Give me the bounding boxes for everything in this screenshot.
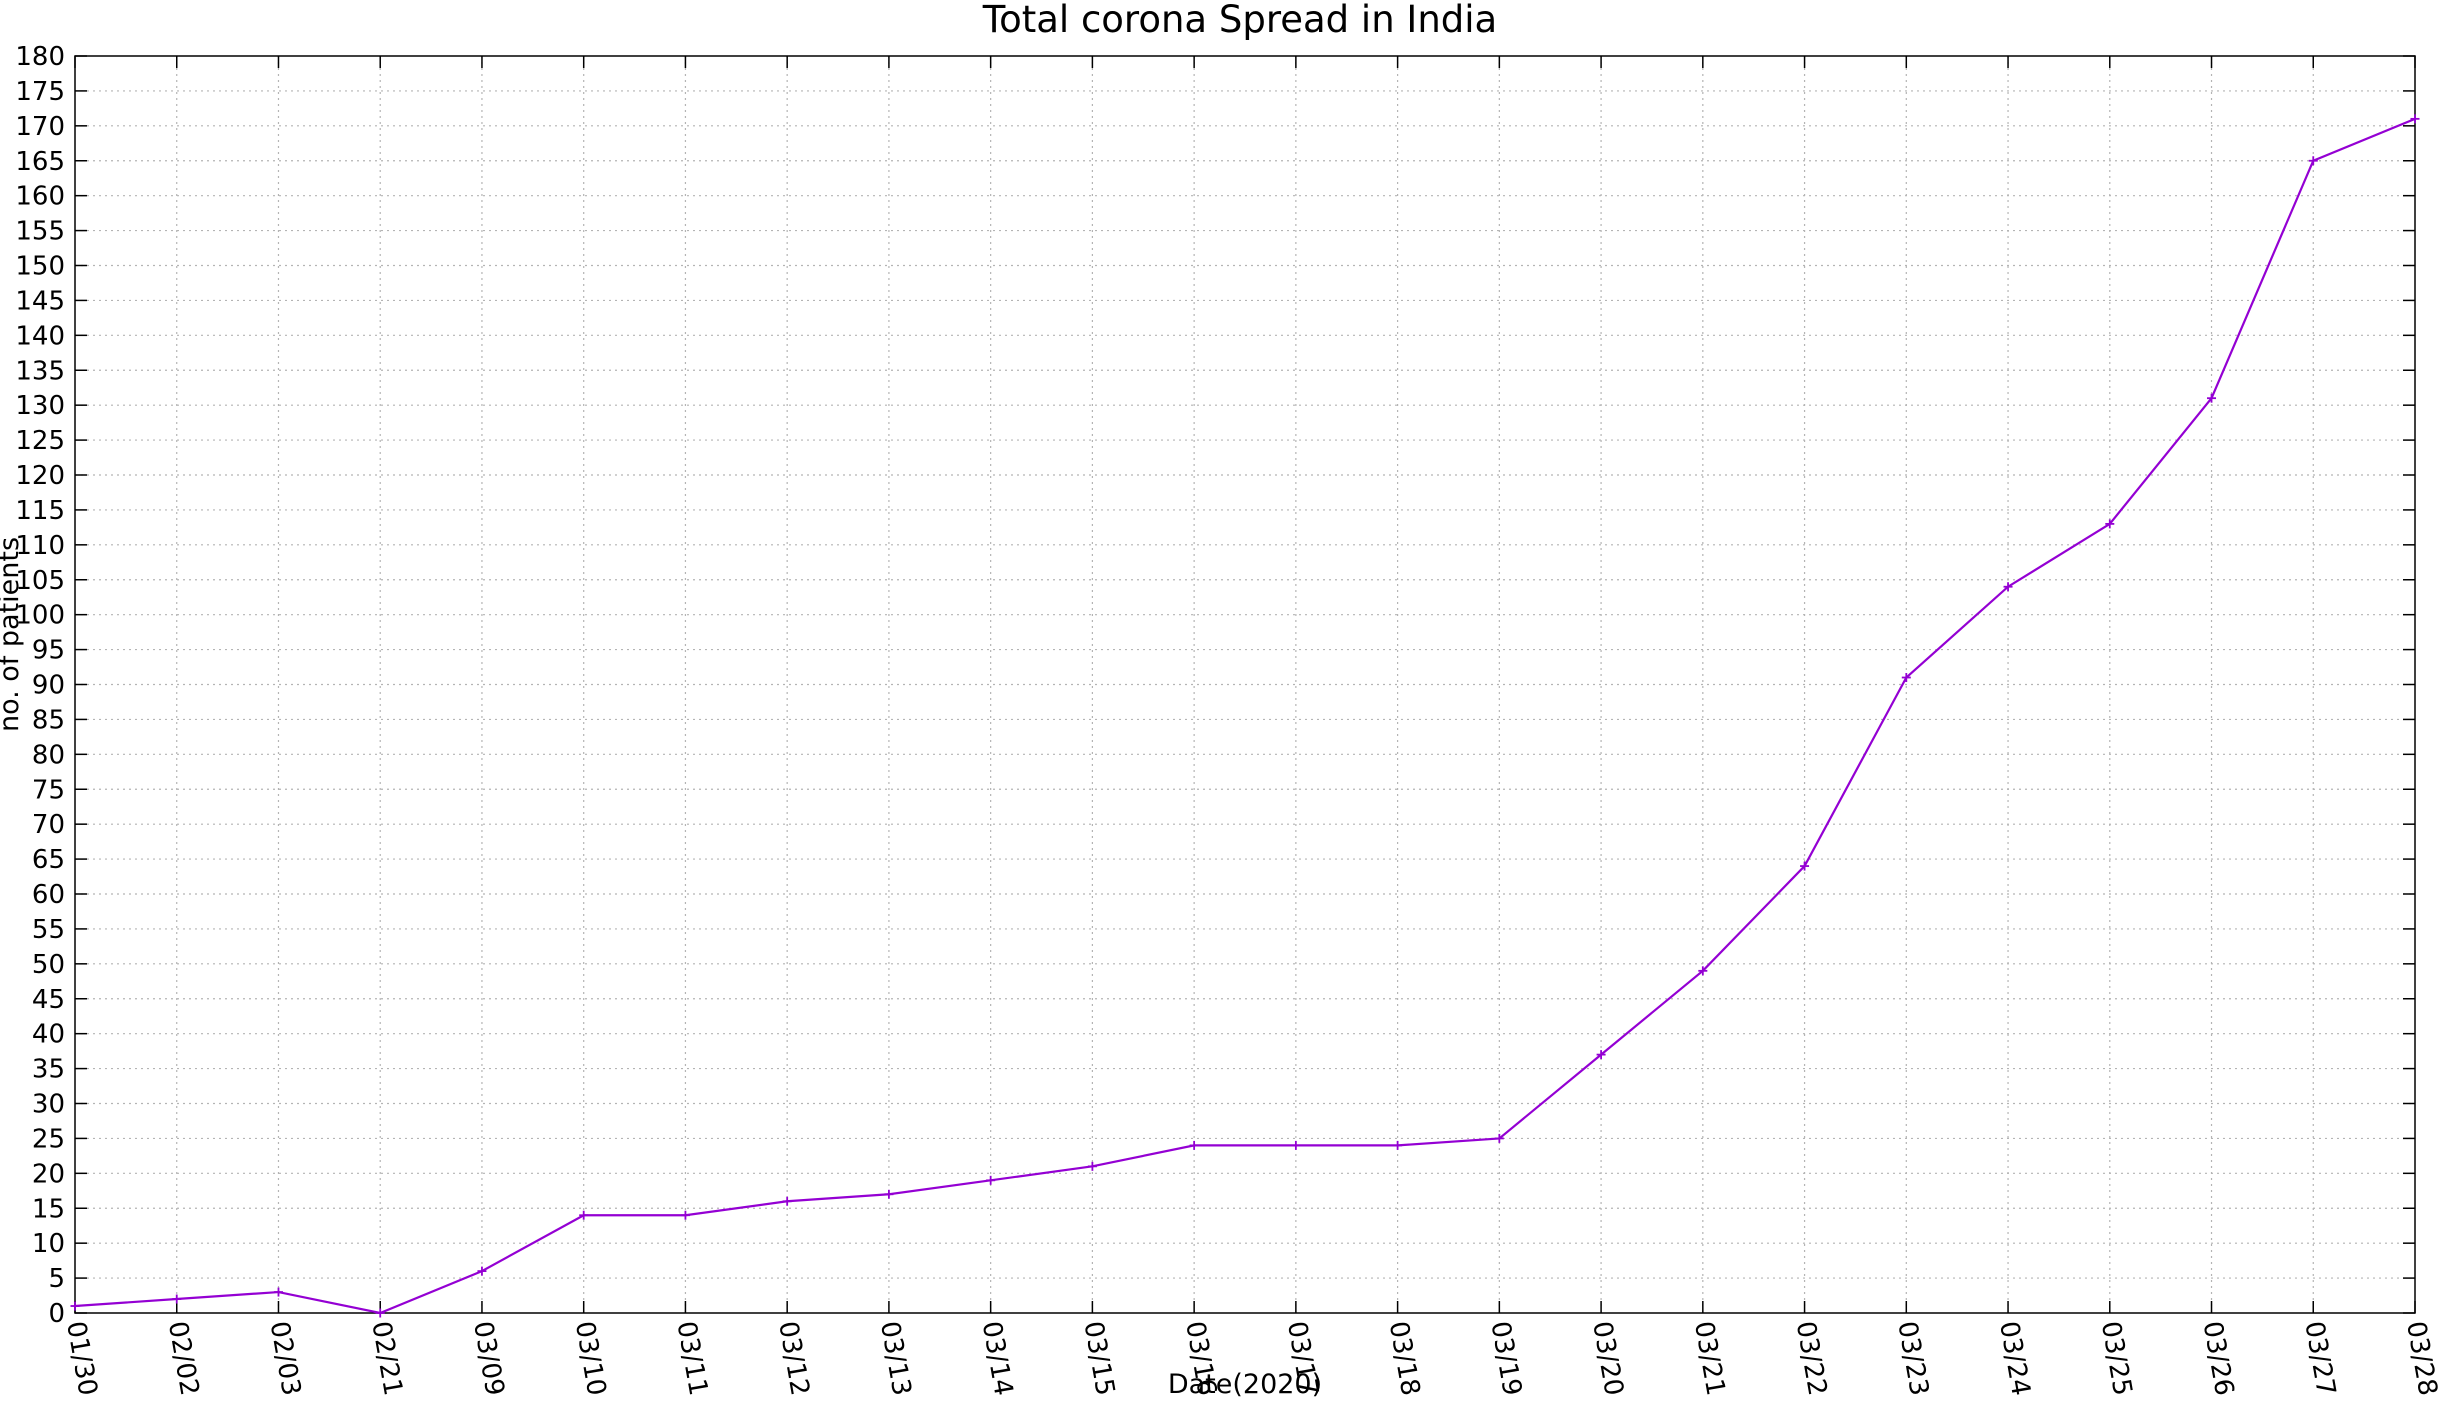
grid-lines bbox=[75, 56, 2415, 1313]
x-tick-label: 02/02 bbox=[162, 1319, 205, 1398]
x-tick-label: 03/09 bbox=[467, 1319, 510, 1398]
y-tick-label: 55 bbox=[32, 915, 65, 945]
y-tick-label: 150 bbox=[15, 252, 65, 282]
x-tick-label: 03/13 bbox=[874, 1319, 917, 1398]
x-tick-label: 03/12 bbox=[772, 1319, 815, 1398]
y-tick-label: 25 bbox=[32, 1124, 65, 1154]
y-tick-label: 30 bbox=[32, 1090, 65, 1120]
y-tick-label: 170 bbox=[15, 112, 65, 142]
y-axis-ticks: 0 5 10 15 20 25 30 35 40 45 50 55 60 65 70 75 80 85 90 95 10… bbox=[15, 42, 2415, 1329]
y-tick-label: 65 bbox=[32, 845, 65, 875]
y-tick-label: 155 bbox=[15, 217, 65, 247]
y-tick-label: 180 bbox=[15, 42, 65, 72]
x-tick-label: 03/23 bbox=[1891, 1319, 1934, 1398]
x-tick-label: 03/14 bbox=[976, 1319, 1019, 1398]
data-point bbox=[2105, 519, 2115, 529]
data-point bbox=[172, 1294, 182, 1304]
data-point bbox=[2003, 582, 2013, 592]
y-tick-label: 175 bbox=[15, 77, 65, 107]
series-layer bbox=[70, 114, 2420, 1318]
y-tick-label: 60 bbox=[32, 880, 65, 910]
y-tick-label: 110 bbox=[15, 531, 65, 561]
x-tick-label: 03/27 bbox=[2298, 1319, 2341, 1398]
x-tick-label: 03/10 bbox=[569, 1319, 612, 1398]
y-tick-label: 100 bbox=[15, 601, 65, 631]
data-point bbox=[579, 1210, 589, 1220]
data-point bbox=[2308, 156, 2318, 166]
y-tick-label: 15 bbox=[32, 1194, 65, 1224]
y-tick-label: 95 bbox=[32, 636, 65, 666]
x-tick-label: 03/24 bbox=[1993, 1319, 2036, 1398]
y-tick-label: 90 bbox=[32, 671, 65, 701]
data-point bbox=[1596, 1050, 1606, 1060]
y-tick-label: 120 bbox=[15, 461, 65, 491]
data-point bbox=[1494, 1133, 1504, 1143]
y-tick-label: 140 bbox=[15, 321, 65, 351]
data-point bbox=[273, 1287, 283, 1297]
x-tick-label: 03/25 bbox=[2095, 1319, 2138, 1398]
y-tick-label: 115 bbox=[15, 496, 65, 526]
x-axis-label: Date(2020) bbox=[1168, 1369, 1322, 1400]
y-tick-label: 80 bbox=[32, 740, 65, 770]
data-point bbox=[680, 1210, 690, 1220]
y-tick-label: 50 bbox=[32, 950, 65, 980]
x-tick-label: 03/20 bbox=[1586, 1319, 1629, 1398]
data-point bbox=[1393, 1140, 1403, 1150]
y-tick-label: 70 bbox=[32, 810, 65, 840]
y-axis-label: no. of patients bbox=[0, 537, 25, 732]
data-point bbox=[375, 1308, 385, 1318]
y-tick-label: 5 bbox=[48, 1264, 65, 1294]
x-tick-label: 03/28 bbox=[2400, 1319, 2440, 1398]
y-tick-label: 145 bbox=[15, 286, 65, 316]
y-tick-label: 125 bbox=[15, 426, 65, 456]
x-tick-label: 03/26 bbox=[2197, 1319, 2240, 1398]
y-tick-label: 20 bbox=[32, 1159, 65, 1189]
x-tick-label: 03/19 bbox=[1484, 1319, 1527, 1398]
x-tick-label: 03/21 bbox=[1688, 1319, 1731, 1398]
data-point bbox=[1291, 1140, 1301, 1150]
y-tick-label: 130 bbox=[15, 391, 65, 421]
x-tick-label: 03/15 bbox=[1077, 1319, 1120, 1398]
data-point bbox=[477, 1266, 487, 1276]
data-point bbox=[1189, 1140, 1199, 1150]
y-tick-label: 165 bbox=[15, 147, 65, 177]
data-point bbox=[782, 1196, 792, 1206]
x-axis-ticks: 01/30 02/02 02/03 02/21 03/09 03/10 03/11 03/12… bbox=[60, 56, 2440, 1398]
y-tick-label: 160 bbox=[15, 182, 65, 212]
y-tick-label: 45 bbox=[32, 985, 65, 1015]
y-tick-label: 10 bbox=[32, 1229, 65, 1259]
y-tick-label: 40 bbox=[32, 1020, 65, 1050]
x-tick-label: 02/03 bbox=[264, 1319, 307, 1398]
x-tick-label: 03/11 bbox=[671, 1319, 714, 1398]
data-point bbox=[70, 1301, 80, 1311]
series-line bbox=[74, 117, 2416, 1315]
y-tick-label: 105 bbox=[15, 566, 65, 596]
data-point bbox=[1800, 861, 1810, 871]
x-tick-label: 02/21 bbox=[365, 1319, 408, 1398]
y-tick-label: 35 bbox=[32, 1055, 65, 1085]
x-tick-label: 01/30 bbox=[60, 1319, 103, 1398]
data-point bbox=[2207, 393, 2217, 403]
data-point bbox=[1087, 1161, 1097, 1171]
x-tick-label: 03/18 bbox=[1383, 1319, 1426, 1398]
y-tick-label: 0 bbox=[48, 1299, 65, 1329]
y-tick-label: 75 bbox=[32, 775, 65, 805]
x-tick-label: 03/22 bbox=[1790, 1319, 1833, 1398]
data-point bbox=[986, 1175, 996, 1185]
chart-title: Total corona Spread in India bbox=[982, 0, 1497, 41]
data-point bbox=[1901, 673, 1911, 683]
data-point bbox=[1698, 966, 1708, 976]
data-point bbox=[2410, 114, 2420, 124]
y-tick-label: 85 bbox=[32, 705, 65, 735]
y-tick-label: 135 bbox=[15, 356, 65, 386]
data-point bbox=[884, 1189, 894, 1199]
